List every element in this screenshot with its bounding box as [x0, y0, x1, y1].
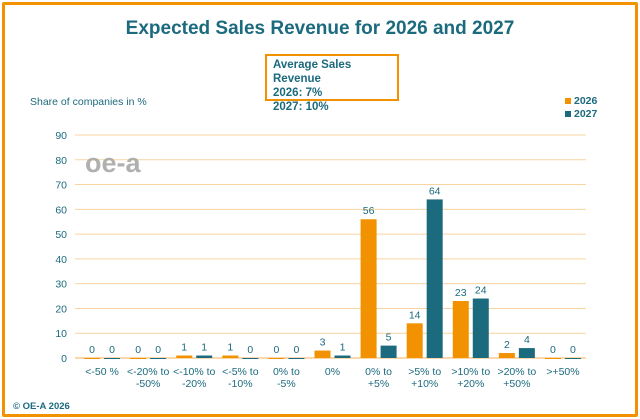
data-label-2026: 14	[409, 309, 421, 321]
y-tick-label: 40	[55, 254, 67, 266]
data-label-2027: 0	[155, 344, 161, 356]
bar-2027	[242, 358, 259, 359]
y-tick-label: 80	[55, 155, 67, 167]
y-tick-label: 70	[55, 180, 67, 192]
data-label-2026: 1	[181, 342, 187, 354]
bar-2027	[334, 355, 351, 358]
bar-2026	[314, 350, 331, 358]
bar-2026	[544, 358, 561, 359]
bar-2027	[196, 355, 213, 358]
y-tick-label: 60	[55, 204, 67, 216]
data-label-2027: 5	[386, 332, 392, 344]
bar-2026	[360, 219, 377, 358]
y-tick-label: 20	[55, 303, 67, 315]
x-tick-label: +20%	[457, 378, 484, 390]
bar-2027	[288, 358, 305, 359]
oe-a-logo: oe-a	[85, 148, 141, 178]
x-tick-label: >10% to	[451, 366, 490, 378]
data-label-2026: 23	[455, 287, 467, 299]
data-label-2027: 0	[247, 344, 253, 356]
data-label-2027: 1	[201, 342, 207, 354]
data-label-2026: 0	[89, 344, 95, 356]
x-tick-label: +5%	[368, 378, 389, 390]
legend-label: 2026	[574, 95, 598, 107]
data-label-2026: 0	[135, 344, 141, 356]
data-label-2026: 56	[363, 205, 375, 217]
data-label-2026: 1	[227, 342, 233, 354]
data-label-2027: 0	[293, 344, 299, 356]
x-tick-label: +10%	[411, 378, 438, 390]
y-tick-label: 90	[55, 130, 67, 142]
legend-label: 2027	[574, 108, 598, 120]
x-tick-label: 0%	[325, 366, 340, 378]
data-label-2026: 2	[504, 339, 510, 351]
y-tick-label: 10	[55, 328, 67, 340]
y-axis-label: Share of companies in %	[30, 96, 147, 108]
legend-item-2027: 2027	[565, 108, 597, 121]
x-tick-label: -20%	[182, 378, 207, 390]
data-label-2026: 0	[550, 344, 556, 356]
data-label-2027: 24	[475, 285, 487, 297]
legend-swatch	[565, 98, 571, 104]
bar-2026	[176, 355, 193, 358]
bar-2027	[518, 348, 535, 358]
x-tick-label: <-10% to	[173, 366, 215, 378]
bar-2026	[84, 358, 101, 359]
bar-2027	[472, 298, 489, 358]
bar-2027	[150, 358, 167, 359]
y-tick-label: 30	[55, 279, 67, 291]
data-label-2026: 0	[273, 344, 279, 356]
x-tick-label: >20% to	[497, 366, 536, 378]
legend-swatch	[565, 111, 571, 117]
bar-2027	[104, 358, 121, 359]
x-tick-label: 0% to	[273, 366, 300, 378]
bar-2026	[498, 353, 515, 358]
chart-title: Expected Sales Revenue for 2026 and 2027	[125, 18, 515, 39]
x-tick-label: >5% to	[408, 366, 441, 378]
data-label-2027: 64	[429, 185, 441, 197]
bar-2027	[564, 358, 581, 359]
y-tick-label: 50	[55, 229, 67, 241]
data-label-2027: 1	[340, 342, 346, 354]
bar-2026	[130, 358, 147, 359]
legend: 2026 2027	[565, 95, 597, 121]
x-tick-label: +50%	[503, 378, 530, 390]
x-tick-label: <-20% to	[127, 366, 169, 378]
x-tick-label: -5%	[277, 378, 296, 390]
x-tick-label: <-50 %	[85, 366, 119, 378]
data-label-2027: 0	[109, 344, 115, 356]
data-label-2027: 0	[570, 344, 576, 356]
annotation-line: Average Sales Revenue	[273, 59, 352, 85]
copyright: © OE-A 2026	[13, 401, 70, 412]
legend-item-2026: 2026	[565, 95, 597, 108]
x-tick-label: 0% to	[365, 366, 392, 378]
data-label-2027: 4	[524, 334, 530, 346]
bar-2027	[380, 345, 397, 358]
bar-2027	[426, 199, 443, 358]
bar-2026	[268, 358, 285, 359]
bar-2026	[406, 323, 423, 358]
data-label-2026: 3	[320, 337, 326, 349]
annotation-line: 2026: 7%	[273, 87, 323, 99]
y-tick-label: 0	[61, 353, 67, 365]
annotation-line: 2027: 10%	[273, 101, 329, 113]
x-tick-label: -50%	[136, 378, 161, 390]
x-tick-label: >+50%	[546, 366, 579, 378]
x-tick-label: <-5% to	[222, 366, 259, 378]
bar-2026	[222, 355, 239, 358]
x-tick-label: -10%	[228, 378, 253, 390]
average-sales-annotation: Average Sales Revenue 2026: 7% 2027: 10%	[265, 54, 399, 113]
bar-2026	[452, 301, 469, 358]
